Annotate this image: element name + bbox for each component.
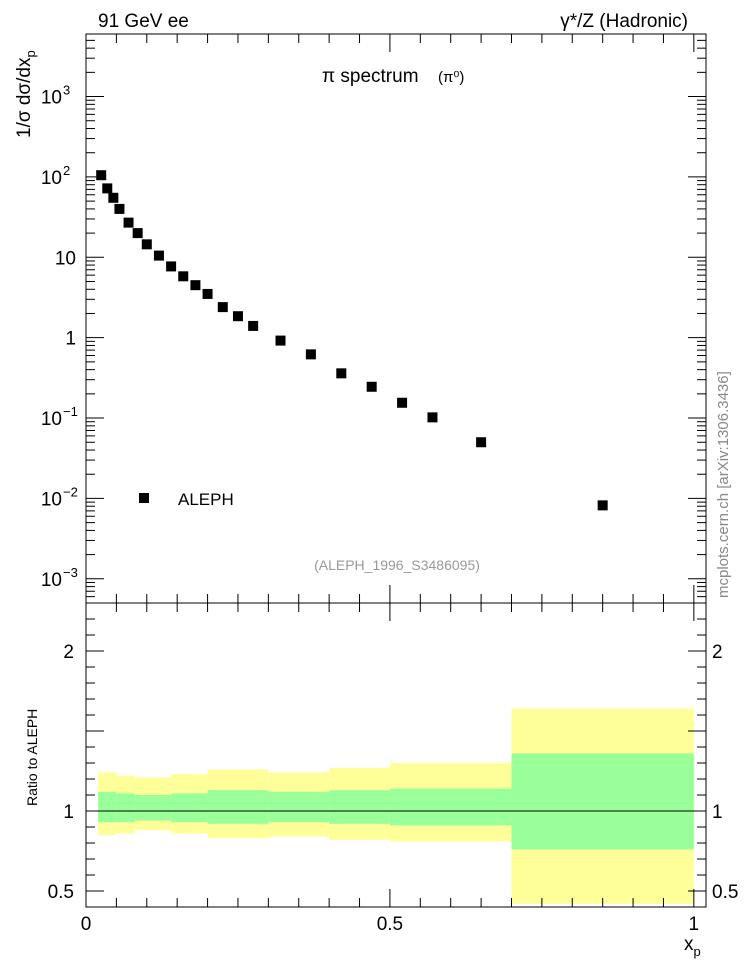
main-chart-title: π spectrum [322, 66, 419, 87]
aleph-data-point [217, 302, 228, 313]
y-tick-label-base: 10 [55, 248, 76, 269]
aleph-data-point [336, 368, 347, 379]
aleph-data-point [108, 192, 119, 203]
y-tick-label: 10 [41, 409, 62, 430]
y-tick-label-base: 10 [41, 409, 62, 430]
ratio-y-tick-label: 2 [63, 642, 74, 663]
uncertainty-band-inner [268, 791, 330, 823]
legend-marker [139, 493, 149, 503]
ratio-y-tick-label: 0.5 [48, 882, 74, 903]
y-tick-label-exponent: −2 [63, 484, 78, 499]
main-y-axis-title-text: 1/σ dσ/dx [14, 57, 35, 138]
aleph-data-point [102, 183, 113, 194]
x-tick-label: 0.5 [377, 914, 403, 935]
aleph-data-point [305, 349, 316, 360]
svg-text:1/σ dσ/dxp: 1/σ dσ/dxp [14, 50, 38, 138]
legend-label: ALEPH [178, 490, 234, 509]
uncertainty-band-inner [98, 791, 117, 823]
y-tick-label-exponent: −1 [63, 404, 78, 419]
uncertainty-band-inner [389, 788, 512, 826]
aleph-data-point [427, 412, 438, 423]
aleph-data-point [397, 397, 408, 408]
uncertainty-band-inner [171, 793, 208, 823]
aleph-data-point [123, 217, 134, 228]
aleph-data-point [132, 228, 143, 239]
aleph-data-point [114, 203, 125, 214]
aleph-data-point [232, 311, 243, 322]
x-axis-title-text: x [684, 934, 694, 955]
y-tick-label: 10 [41, 168, 62, 189]
aleph-data-point [166, 261, 177, 272]
aleph-data-point [202, 288, 213, 299]
main-chart-title-suffix: (π⁰) [438, 69, 464, 86]
main-y-axis-title: 1/σ dσ/dxp [14, 50, 38, 138]
aleph-data-point [597, 500, 608, 511]
uncertainty-band-inner [207, 790, 269, 824]
ratio-plot-frame [85, 602, 707, 908]
y-tick-label: 10 [41, 489, 62, 510]
ratio-y-tick-label-right: 2 [712, 642, 723, 663]
aleph-data-point [178, 271, 189, 282]
aleph-data-point [248, 320, 259, 331]
y-tick-label-exponent: 3 [63, 83, 70, 98]
analysis-id-label: (ALEPH_1996_S3486095) [314, 557, 480, 573]
ratio-y-tick-label-right: 0.5 [712, 882, 738, 903]
uncertainty-band-inner [134, 795, 172, 821]
y-tick-label-base: 1 [65, 329, 76, 350]
x-tick-label: 0 [81, 914, 92, 935]
mcplots-watermark: mcplots.cern.ch [arXiv:1306.3436] [715, 371, 732, 598]
uncertainty-band-inner [116, 793, 135, 823]
aleph-data-point [190, 280, 201, 291]
y-tick-label-exponent: 2 [63, 163, 70, 178]
y-tick-label-base: 10 [41, 489, 62, 510]
main-y-axis-title-sub: p [23, 50, 38, 57]
y-tick-label: 10 [41, 570, 62, 591]
header-left-label: 91 GeV ee [98, 11, 189, 32]
aleph-data-point [275, 335, 286, 346]
aleph-data-point [366, 381, 377, 392]
ratio-y-tick-label: 1 [63, 802, 74, 823]
header-right-label: γ*/Z (Hadronic) [560, 11, 688, 32]
ratio-y-tick-label-right: 1 [712, 802, 723, 823]
y-tick-label: 10 [55, 248, 76, 269]
y-tick-label: 10 [41, 88, 62, 109]
y-tick-label-base: 10 [41, 168, 62, 189]
main-plot-frame [85, 33, 707, 604]
aleph-data-point [476, 437, 487, 448]
y-tick-label-base: 10 [41, 570, 62, 591]
aleph-data-point [153, 250, 164, 261]
y-tick-label-base: 10 [41, 88, 62, 109]
ratio-plot-panel: 0.5 0.5 1 1 2 2 0 0.5 1 Ratio to ALEPH xp [24, 602, 738, 959]
x-tick-label: 1 [689, 914, 700, 935]
x-axis-title-sub: p [694, 944, 701, 959]
x-axis-title: xp [684, 934, 701, 959]
ratio-y-axis-title: Ratio to ALEPH [24, 709, 40, 806]
uncertainty-band-inner [511, 753, 694, 850]
y-tick-label-exponent: −3 [63, 565, 78, 580]
aleph-data-point [141, 239, 152, 250]
y-tick-label: 1 [65, 329, 76, 350]
aleph-data-point [96, 170, 107, 181]
uncertainty-band-inner [329, 790, 390, 824]
